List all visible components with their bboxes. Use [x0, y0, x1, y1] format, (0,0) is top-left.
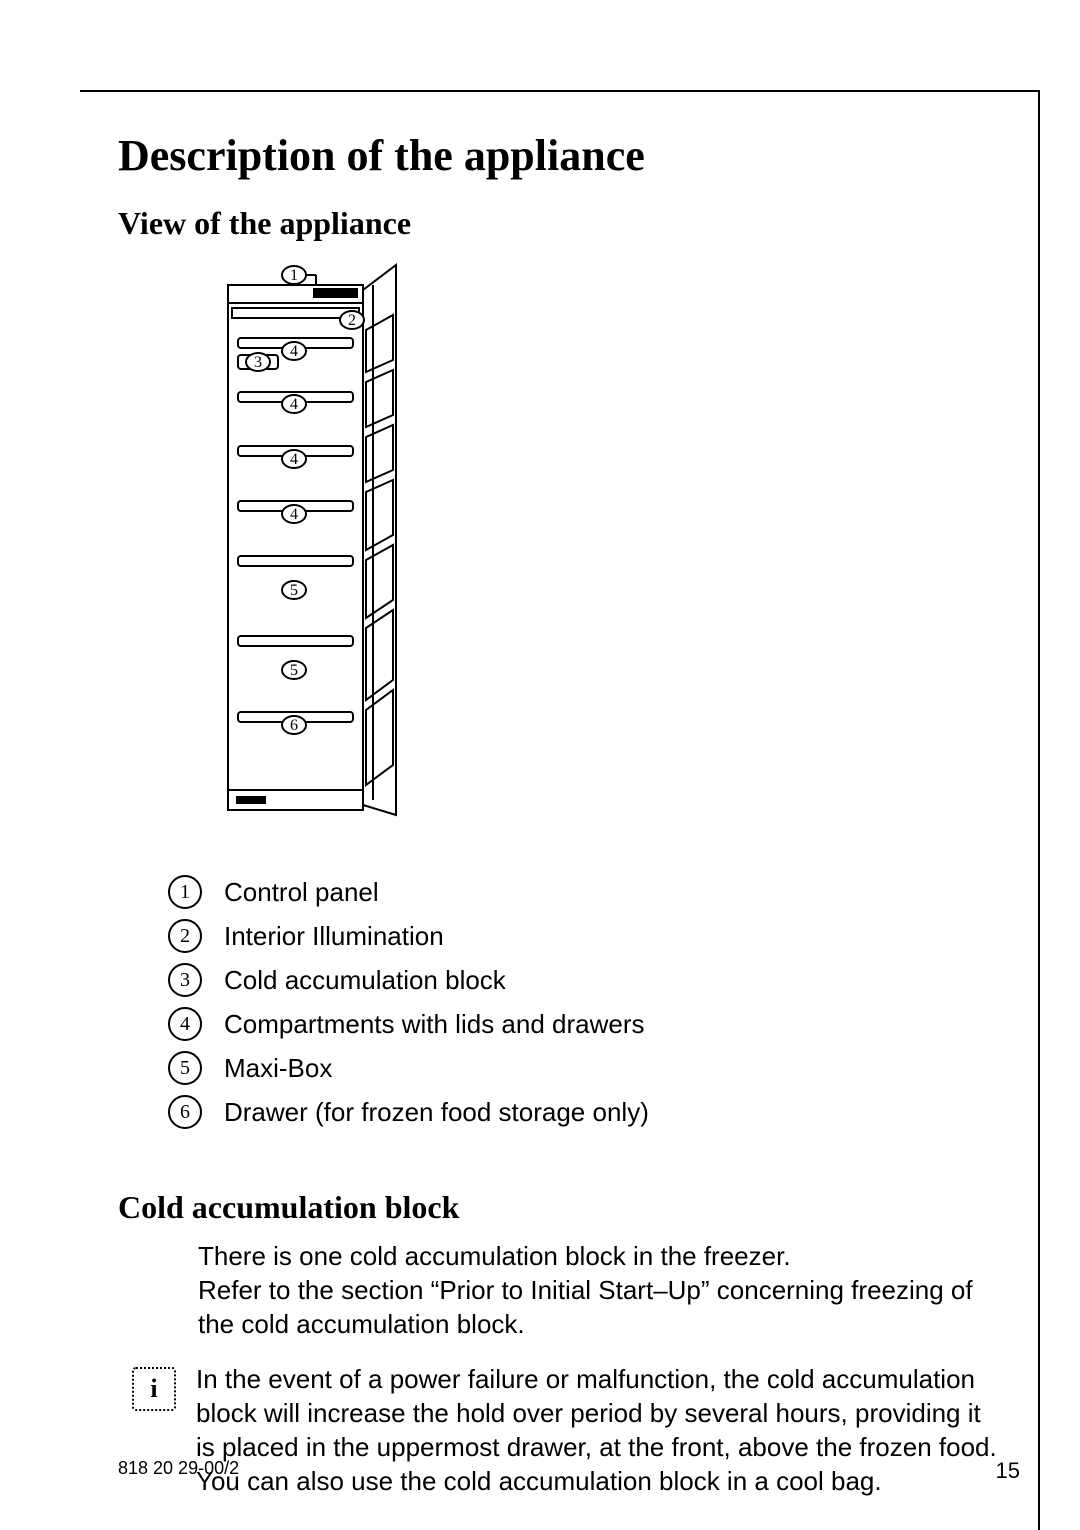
legend-label: Cold accumulation block [224, 965, 506, 996]
legend-number-icon: 6 [168, 1095, 202, 1129]
legend-number-icon: 4 [168, 1007, 202, 1041]
legend-label: Compartments with lids and drawers [224, 1009, 645, 1040]
svg-text:2: 2 [348, 312, 356, 329]
legend-item: 3 Cold accumulation block [168, 963, 1000, 997]
footer-doc-id: 818 20 29-00/2 [118, 1458, 239, 1484]
svg-text:3: 3 [254, 354, 262, 371]
svg-text:1: 1 [290, 267, 298, 284]
legend-item: 6 Drawer (for frozen food storage only) [168, 1095, 1000, 1129]
appliance-diagram: 1 2 3 4 4 4 4 5 5 6 [198, 260, 1000, 825]
svg-text:4: 4 [290, 343, 298, 360]
legend-number-icon: 1 [168, 875, 202, 909]
legend-list: 1 Control panel 2 Interior Illumination 3 Col… [168, 875, 1000, 1129]
legend-number-icon: 2 [168, 919, 202, 953]
page-title: Description of the appliance [118, 130, 1000, 181]
svg-text:4: 4 [290, 451, 298, 468]
svg-text:5: 5 [290, 662, 298, 679]
section-view-title: View of the appliance [118, 205, 1000, 242]
legend-label: Interior Illumination [224, 921, 444, 952]
legend-number-icon: 5 [168, 1051, 202, 1085]
content: Description of the appliance View of the… [118, 100, 1000, 1499]
cold-block-paragraph: There is one cold accumulation block in … [198, 1240, 1000, 1341]
section-cold-title: Cold accumulation block [118, 1189, 1000, 1226]
svg-text:4: 4 [290, 506, 298, 523]
svg-text:5: 5 [290, 582, 298, 599]
page-footer: 818 20 29-00/2 15 [118, 1458, 1020, 1484]
legend-item: 2 Interior Illumination [168, 919, 1000, 953]
legend-label: Maxi-Box [224, 1053, 332, 1084]
svg-text:6: 6 [290, 717, 298, 734]
svg-text:4: 4 [290, 396, 298, 413]
legend-item: 4 Compartments with lids and drawers [168, 1007, 1000, 1041]
info-icon: i [132, 1367, 176, 1411]
legend-item: 1 Control panel [168, 875, 1000, 909]
page-number: 15 [996, 1458, 1020, 1484]
page: Description of the appliance View of the… [0, 0, 1080, 1530]
legend-number-icon: 3 [168, 963, 202, 997]
legend-label: Control panel [224, 877, 379, 908]
legend-item: 5 Maxi-Box [168, 1051, 1000, 1085]
legend-label: Drawer (for frozen food storage only) [224, 1097, 649, 1128]
